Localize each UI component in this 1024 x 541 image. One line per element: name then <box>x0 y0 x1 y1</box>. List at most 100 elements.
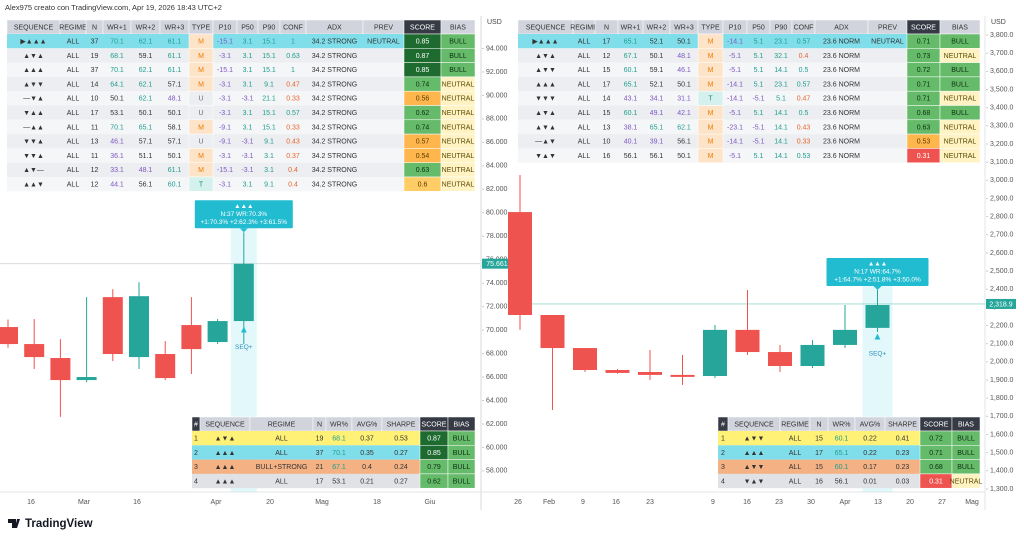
row-background <box>518 34 980 49</box>
cell: 3.1 <box>243 110 253 117</box>
score-cell: 0.71 <box>917 81 931 88</box>
column-header: TYPE <box>701 24 720 31</box>
type-cell: M <box>708 139 714 146</box>
column-header: BIAS <box>952 24 968 31</box>
cell: 9.1 <box>264 139 274 146</box>
y-tick-label: 1,400.0 <box>990 468 1013 475</box>
cell: 60.1 <box>624 67 638 74</box>
cell: 0.53 <box>797 153 811 160</box>
row-background <box>7 62 475 77</box>
y-tick-label: 86.000 <box>486 139 508 146</box>
cell: 17 <box>815 450 823 457</box>
y-tick-label: 3,500.0 <box>990 86 1013 93</box>
score-cell: 0.71 <box>917 96 931 103</box>
cell: 34.2 STRONG <box>312 38 358 45</box>
cell: ALL <box>578 110 591 117</box>
cell: 48.1 <box>139 167 153 174</box>
cell: 14 <box>91 81 99 88</box>
cell: 70.1 <box>110 38 124 45</box>
column-header: REGIME <box>268 421 296 428</box>
cell: -15.1 <box>217 67 233 74</box>
cell: 37 <box>91 67 99 74</box>
candle-body <box>638 372 662 375</box>
cell: 0.4 <box>288 167 298 174</box>
cell: ▼▼▲ <box>23 153 44 160</box>
y-tick-label: 1,500.0 <box>990 449 1013 456</box>
cell: ▲▼▲ <box>535 124 556 131</box>
row-background <box>518 134 980 149</box>
cell: 3 <box>194 464 198 471</box>
bias-cell: BULL <box>453 450 471 457</box>
cell: 57.1 <box>139 139 153 146</box>
cell: 14.1 <box>774 124 788 131</box>
cell: 61.1 <box>168 167 182 174</box>
type-cell: U <box>198 110 203 117</box>
column-header: WR+2 <box>136 24 156 31</box>
cell: 23.1 <box>774 81 788 88</box>
column-header: WR+1 <box>621 24 641 31</box>
cell: -14.1 <box>727 96 743 103</box>
cell: 4 <box>194 478 198 485</box>
cell: 51.1 <box>139 153 153 160</box>
cell: 58.1 <box>168 124 182 131</box>
cell: 57.1 <box>168 139 182 146</box>
cell: 0.57 <box>797 81 811 88</box>
cell: 0.33 <box>286 124 300 131</box>
cell: ALL <box>789 450 802 457</box>
cell: ALL <box>578 96 591 103</box>
bias-cell: NEUTRAL <box>442 96 475 103</box>
cell: ▲▼— <box>23 167 44 174</box>
cell: ALL <box>578 153 591 160</box>
cell: 3.1 <box>243 181 253 188</box>
column-header: CONF <box>794 24 814 31</box>
score-cell: 0.72 <box>917 67 931 74</box>
score-cell: 0.74 <box>416 124 430 131</box>
brand: TradingView <box>25 518 93 530</box>
column-header: SHARPE <box>387 421 416 428</box>
candle-body <box>605 370 630 373</box>
type-cell: M <box>708 110 714 117</box>
y-tick-label: 1,800.0 <box>990 395 1013 402</box>
column-header: ADX <box>834 24 849 31</box>
cell: 0.33 <box>797 139 811 146</box>
callout-line: +1:70.3% +2:62.3% +3:61.5% <box>201 219 288 226</box>
candle-body <box>670 374 695 377</box>
cell: 5.1 <box>754 67 764 74</box>
y-tick-label: 58.000 <box>486 468 508 475</box>
y-tick-label: 82.000 <box>486 186 508 193</box>
type-cell: M <box>708 38 714 45</box>
cell: 61.1 <box>168 38 182 45</box>
row-background <box>7 148 475 163</box>
column-header: PREV <box>878 24 897 31</box>
callout-line: N:37 WR:70.3% <box>220 211 267 218</box>
cell: 60.1 <box>624 110 638 117</box>
cell: -5.1 <box>752 96 764 103</box>
column-header: SCORE <box>924 421 949 428</box>
cell: 15.1 <box>262 124 276 131</box>
score-cell: 0.62 <box>427 478 441 485</box>
cell: 50.1 <box>677 153 691 160</box>
cell: 11 <box>91 153 98 160</box>
score-cell: 0.71 <box>917 38 931 45</box>
column-header: SCORE <box>911 24 936 31</box>
cell: 10 <box>91 96 99 103</box>
bias-cell-background <box>939 148 981 163</box>
y-tick-label: 60.000 <box>486 444 508 451</box>
table: SEQUENCE REGIME N WR+1 WR+2 WR+3 TYPE P10 P50 P90… <box>517 19 981 163</box>
cell: 49.1 <box>650 110 664 117</box>
cell: ALL <box>578 53 591 60</box>
y-tick-label: 2,800.0 <box>990 213 1013 220</box>
candle-body <box>102 297 123 355</box>
cell: 0.5 <box>799 110 809 117</box>
cell: 17 <box>603 38 611 45</box>
x-tick-label: 27 <box>938 499 946 506</box>
x-tick-label: 16 <box>27 499 35 506</box>
row-background <box>7 134 475 149</box>
column-header: P90 <box>263 24 276 31</box>
cell: 0.57 <box>797 38 811 45</box>
y-tick-label: 84.000 <box>486 163 508 170</box>
credit: Alex975 creato con TradingView.com, Apr … <box>5 3 222 12</box>
cell: 34.2 STRONG <box>312 96 358 103</box>
